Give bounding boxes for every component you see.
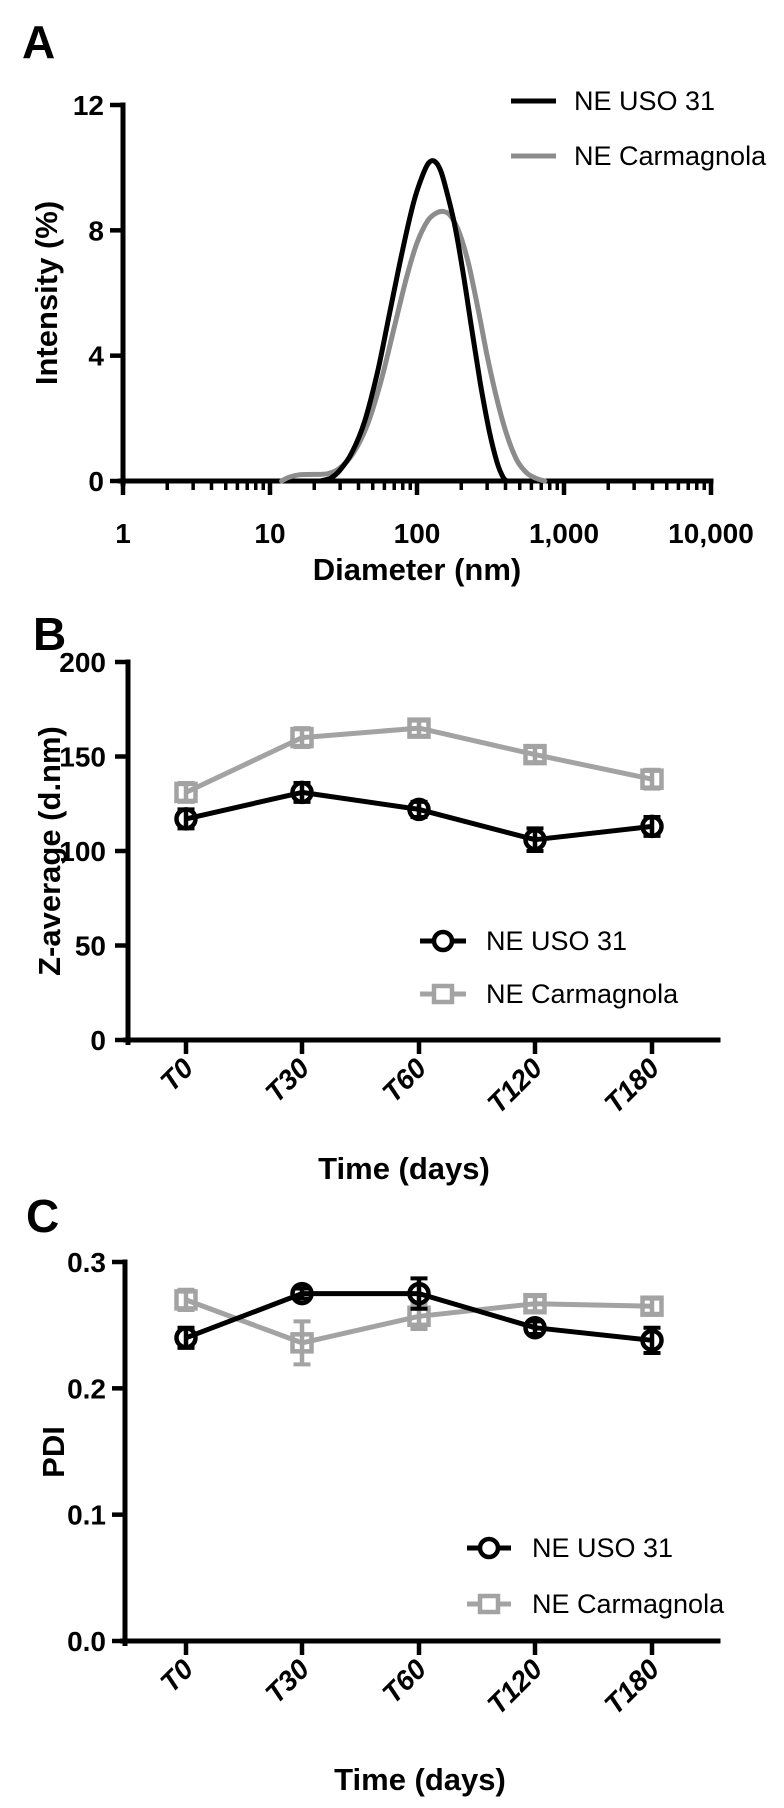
curve-ne-uso-31	[317, 158, 510, 484]
legend-marker-square	[431, 983, 455, 1005]
x-category-label: T120	[481, 1653, 548, 1720]
x-category-label: T180	[598, 1653, 665, 1720]
legend-label: NE Carmagnola	[486, 979, 679, 1009]
y-tick-label: 0.3	[67, 1247, 106, 1278]
legend-label: NE Carmagnola	[574, 141, 767, 171]
x-category-label: T30	[259, 1052, 315, 1108]
data-point-circle	[174, 807, 198, 831]
data-point-circle	[523, 1315, 547, 1340]
data-point-circle	[290, 780, 314, 805]
x-category-label: T0	[154, 1653, 199, 1698]
x-category-label: T180	[598, 1052, 665, 1119]
data-point-circle	[407, 797, 431, 822]
legend-label: NE USO 31	[486, 926, 627, 956]
data-point-square	[174, 781, 198, 804]
y-tick-label: 200	[59, 647, 106, 678]
panel-c-letter: C	[26, 1190, 59, 1242]
x-category-label: T30	[259, 1653, 315, 1709]
y-tick-label: 0.2	[67, 1373, 106, 1404]
data-point-square	[174, 1289, 198, 1311]
y-axis-title: Intensity (%)	[29, 201, 64, 385]
data-point-square	[290, 1332, 314, 1354]
chart-panel-c-pdi: 0.0 0.1 0.2 0.3 T0 T30 T60 T120 T180 NE USO 31 NE …	[36, 1247, 725, 1797]
y-tick-label: 12	[73, 90, 104, 121]
x-axis-title: Time (days)	[318, 1151, 490, 1186]
x-category-label: T120	[481, 1052, 548, 1119]
legend-label: NE USO 31	[532, 1533, 673, 1563]
data-point-circle	[407, 1281, 431, 1306]
x-tick-label: 100	[394, 518, 441, 549]
data-point-square	[290, 726, 314, 749]
x-category-label: T60	[376, 1052, 432, 1108]
curve-ne-carmagnola	[279, 208, 548, 484]
y-tick-label: 4	[88, 341, 104, 372]
y-tick-label: 0.1	[67, 1500, 106, 1531]
y-tick-label: 0	[88, 466, 104, 497]
panel-b-letter: B	[33, 608, 66, 660]
y-tick-label: 0	[90, 1025, 106, 1056]
data-point-circle	[640, 1328, 664, 1353]
x-axis-title: Diameter (nm)	[313, 552, 521, 587]
y-tick-label: 50	[75, 931, 106, 962]
y-axis-title: Z-average (d.nm)	[32, 726, 67, 976]
x-category-label: T0	[154, 1052, 199, 1097]
chart-panel-a-size-distribution: 0 4 8 12 1 10 100 1,000 10,000 NE USO 31 NE Carmag…	[29, 86, 767, 587]
y-tick-label: 100	[59, 836, 106, 867]
data-point-square	[640, 768, 664, 790]
legend-marker-circle	[477, 1536, 501, 1560]
x-tick-label: 1,000	[529, 518, 599, 549]
data-point-square	[407, 717, 431, 739]
data-point-square	[523, 1292, 547, 1315]
legend-marker-circle	[431, 929, 455, 953]
panel-a-letter: A	[22, 16, 55, 68]
y-tick-label: 0.0	[67, 1626, 106, 1657]
data-point-circle	[523, 827, 547, 852]
y-axis-title: PDI	[36, 1426, 71, 1478]
data-point-square	[640, 1295, 664, 1317]
chart-panel-b-z-average: 0 50 100 150 200 T0 T30 T60 T120 T180 NE USO 31 NE …	[32, 647, 721, 1186]
x-tick-label: 1	[115, 518, 131, 549]
legend-marker-square	[477, 1593, 501, 1615]
y-tick-label: 150	[59, 742, 106, 773]
legend-label: NE Carmagnola	[532, 1589, 725, 1619]
data-point-circle	[640, 814, 664, 839]
legend-label: NE USO 31	[574, 86, 715, 116]
x-tick-label: 10	[254, 518, 285, 549]
x-category-label: T60	[376, 1653, 432, 1709]
data-point-square	[523, 743, 547, 766]
data-point-circle	[290, 1281, 314, 1306]
y-tick-label: 8	[88, 215, 104, 246]
x-tick-label: 10,000	[668, 518, 754, 549]
x-axis-title: Time (days)	[334, 1762, 506, 1797]
data-point-circle	[174, 1326, 198, 1350]
